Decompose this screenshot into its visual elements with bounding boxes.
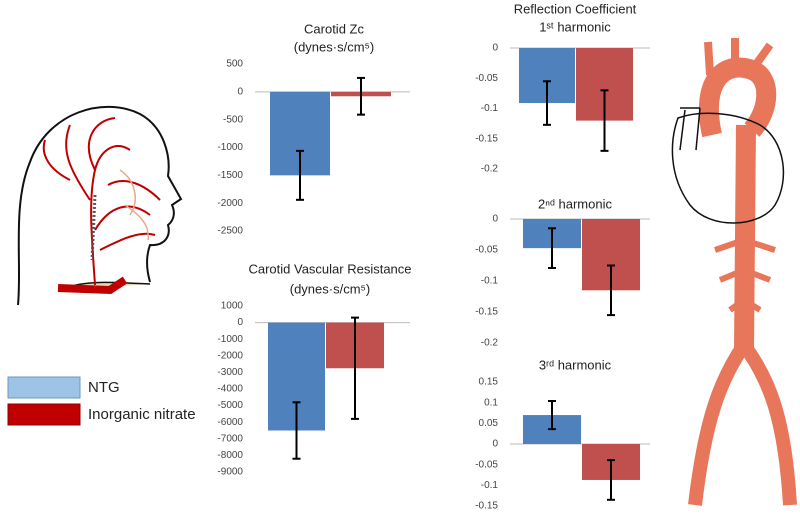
y-tick-label: 0 [237,317,243,328]
y-tick-label: -1000 [217,142,243,153]
y-tick-label: -0.05 [475,245,498,256]
legend-label: Inorganic nitrate [88,406,196,423]
y-tick-label: -2000 [217,350,243,361]
y-tick-label: -0.15 [475,133,498,144]
y-tick-label: 0 [492,439,498,450]
error-bar [296,149,304,201]
y-tick-label: 0 [492,214,498,225]
legend-label: NTG [88,379,120,396]
y-tick-label: 0.05 [479,418,499,429]
y-tick-label: -0.2 [481,338,499,349]
heading: Reflection Coefficient [514,1,637,16]
y-tick-label: -8000 [217,450,243,461]
y-tick-label: -9000 [217,467,243,478]
y-tick-label: -6000 [217,417,243,428]
error-bar [607,459,615,501]
error-bar [548,400,556,431]
y-tick-label: -0.15 [475,307,498,318]
y-tick-label: -0.15 [475,501,498,512]
legend-swatch [7,376,81,399]
y-tick-label: -3000 [217,367,243,378]
y-tick-label: 500 [226,59,243,70]
error-bar [548,227,556,269]
legend-swatch [7,403,81,426]
chart-subtitle: (dynes·s/cm⁵) [294,39,375,54]
y-tick-label: -0.1 [481,103,499,114]
chart-title: Carotid Zc [304,21,364,36]
y-tick-label: -1500 [217,170,243,181]
chart-subtitle: (dynes·s/cm⁵) [290,281,371,296]
y-tick-label: 0 [237,86,243,97]
error-bar [357,76,365,116]
y-tick-label: -4000 [217,384,243,395]
chart-title: 1ˢᵗ harmonic [539,19,611,34]
head-illustration [17,105,183,306]
y-tick-label: -0.05 [475,459,498,470]
y-tick-label: -2500 [217,226,243,237]
y-tick-label: 0 [492,43,498,54]
y-tick-label: -500 [223,114,243,125]
error-bar [607,264,615,317]
chart-title: 2ⁿᵈ harmonic [538,196,612,211]
error-bar [351,316,359,420]
y-tick-label: 1000 [221,301,244,312]
error-bar [600,89,609,152]
aorta-illustration [671,38,797,506]
error-bar [543,80,551,126]
y-tick-label: 0.1 [484,397,498,408]
y-tick-label: -5000 [217,400,243,411]
y-tick-label: -1000 [217,334,243,345]
y-tick-label: -0.2 [481,164,499,175]
y-tick-label: -7000 [217,433,243,444]
y-tick-label: -0.1 [481,276,499,287]
chart-title: 3ʳᵈ harmonic [539,357,612,372]
y-tick-label: -2000 [217,198,243,209]
chart-title: Carotid Vascular Resistance [248,261,411,276]
y-tick-label: 0.15 [479,377,499,388]
error-bar [292,401,301,460]
y-tick-label: -0.05 [475,73,498,84]
y-tick-label: -0.1 [481,480,499,491]
